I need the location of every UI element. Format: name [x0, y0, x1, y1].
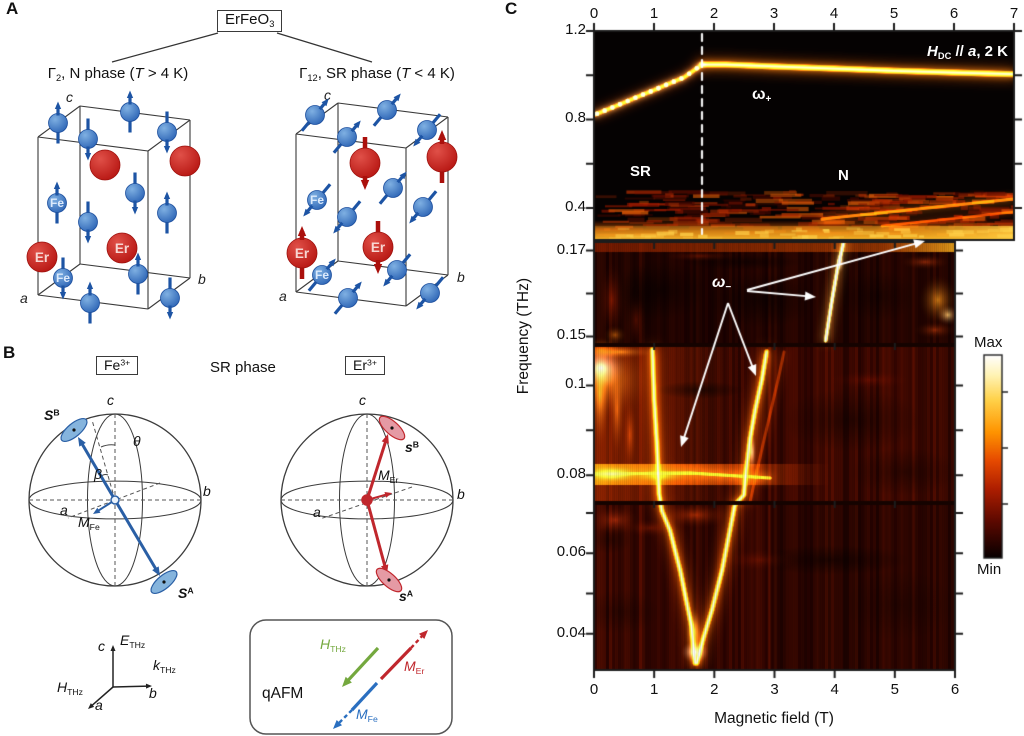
colorbar-min-label: Min — [977, 561, 1002, 578]
tick-label: 7 — [1009, 5, 1019, 22]
tick-label: 1 — [649, 5, 659, 22]
x-axis-title: Magnetic field (T) — [714, 710, 834, 727]
erfeo3-formula-box: ErFeO3 — [217, 10, 283, 32]
tick-label: 4 — [829, 5, 839, 22]
h-thz-green-label: HTHz — [320, 636, 347, 654]
m-er-sphere-label: MEr — [378, 467, 399, 485]
colorbar-max-label: Max — [974, 334, 1003, 351]
tick-label: 5 — [889, 5, 899, 22]
tick-label: 0.06 — [556, 543, 586, 561]
fe-ion-box: Fe3+ — [96, 356, 139, 375]
m-er-qafm-label: MEr — [404, 658, 425, 676]
tick-label: 0.8 — [565, 109, 586, 127]
m-fe-sphere-label: MFe — [78, 514, 100, 532]
spin-sb-er-label: sB — [405, 439, 420, 455]
axis-a-thz: a — [95, 697, 103, 713]
axis-b-left-sphere: b — [203, 483, 211, 499]
omega-plus-label: ω+ — [752, 86, 772, 106]
tick-label: 0.1 — [565, 375, 586, 393]
panel-b-label: B — [3, 343, 16, 362]
er-ion-box: Er3+ — [345, 356, 385, 375]
tick-label: 3 — [770, 681, 779, 698]
n-phase-region-label: N — [838, 167, 849, 184]
tick-label: 6 — [949, 5, 959, 22]
sr-phase-label: SR phase — [210, 359, 276, 376]
h-thz-axis-label: HTHz — [57, 679, 84, 697]
sr-phase-region-label: SR — [630, 163, 651, 180]
gamma12-sr-phase-title: Γ12, SR phase (T < 4 K) — [299, 65, 455, 83]
k-thz-label: kTHz — [153, 657, 176, 675]
tick-label: 6 — [950, 681, 960, 698]
axis-a-right-sphere: a — [313, 504, 321, 520]
spin-sa-fe-label: SA — [178, 585, 194, 601]
axis-c-right-sphere: c — [359, 392, 366, 408]
axis-c-left-sphere: c — [107, 392, 114, 408]
tick-label: 0.08 — [556, 465, 586, 483]
tick-label: 4 — [830, 681, 839, 698]
tick-label: 0.04 — [556, 623, 586, 641]
axis-b-right-sphere: b — [457, 486, 465, 502]
gamma2-n-phase-title: Γ2, N phase (T > 4 K) — [47, 65, 189, 83]
tick-label: 1.2 — [565, 21, 586, 38]
tick-label: 1 — [649, 681, 659, 698]
e-thz-label: ETHz — [120, 632, 146, 650]
theta-label: θ — [133, 433, 141, 449]
panel-a-label: A — [6, 0, 19, 18]
tick-label: 0.15 — [556, 326, 586, 344]
tick-label: 2 — [710, 681, 719, 698]
axis-c-thz: c — [98, 638, 105, 654]
spin-sa-er-label: sA — [399, 588, 414, 604]
tick-label: 0 — [589, 5, 599, 22]
tick-label: 0 — [589, 681, 599, 698]
omega-minus-label: ω− — [712, 274, 732, 294]
m-fe-qafm-label: MFe — [356, 706, 378, 724]
tick-label: 5 — [890, 681, 899, 698]
axis-a-left-sphere: a — [60, 502, 68, 518]
panel-c-label: C — [505, 0, 518, 18]
qafm-label: qAFM — [262, 685, 304, 702]
axis-b-thz: b — [149, 685, 157, 701]
y-axis-title: Frequency (THz) — [514, 277, 532, 395]
tick-label: 0.17 — [556, 240, 586, 258]
tick-label: 0.4 — [565, 197, 586, 215]
tick-label: 2 — [709, 5, 719, 22]
beta-label: β — [94, 466, 102, 482]
field-condition-label: HDC // a, 2 K — [927, 43, 1008, 61]
spin-sb-fe-label: SB — [44, 407, 60, 423]
tick-label: 3 — [769, 5, 779, 22]
